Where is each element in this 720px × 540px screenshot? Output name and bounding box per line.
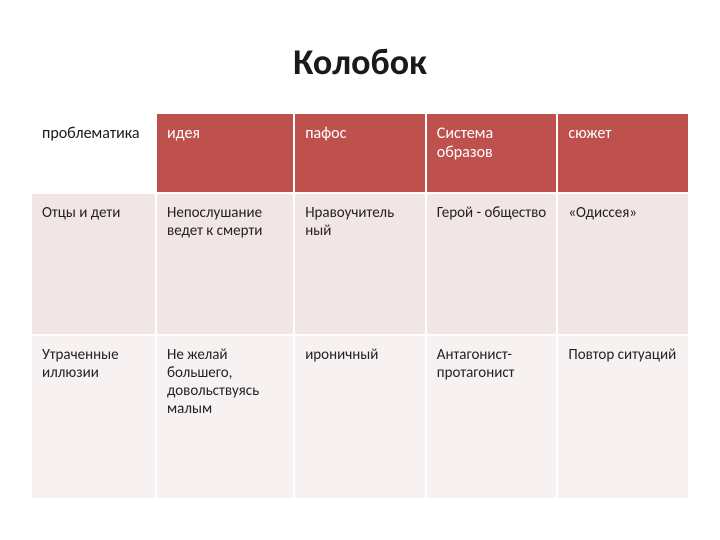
table-head: проблематика идея пафос Система образов … [31,113,689,193]
cell: Повтор ситуаций [557,335,689,499]
page-title: Колобок [30,40,690,84]
analysis-table: проблематика идея пафос Система образов … [30,112,690,500]
cell: Утраченные иллюзии [31,335,156,499]
cell: Герой - общество [426,193,558,335]
cell: Нравоучитель ный [294,193,426,335]
header-cell-2: идея [156,113,294,193]
table-body: Отцы и дети Непослушание ведет к смерти … [31,193,689,499]
cell: Не желай большего, довольствуясь малым [156,335,294,499]
header-cell-5: сюжет [557,113,689,193]
cell: Непослушание ведет к смерти [156,193,294,335]
slide: Колобок проблематика идея пафос Система … [0,0,720,540]
cell: Отцы и дети [31,193,156,335]
cell: ироничный [294,335,426,499]
table-row: Утраченные иллюзии Не желай большего, до… [31,335,689,499]
cell: Антагонист-протагонист [426,335,558,499]
header-cell-3: пафос [294,113,426,193]
header-row: проблематика идея пафос Система образов … [31,113,689,193]
cell: «Одиссея» [557,193,689,335]
header-cell-4: Система образов [426,113,558,193]
header-cell-1: проблематика [31,113,156,193]
table-row: Отцы и дети Непослушание ведет к смерти … [31,193,689,335]
